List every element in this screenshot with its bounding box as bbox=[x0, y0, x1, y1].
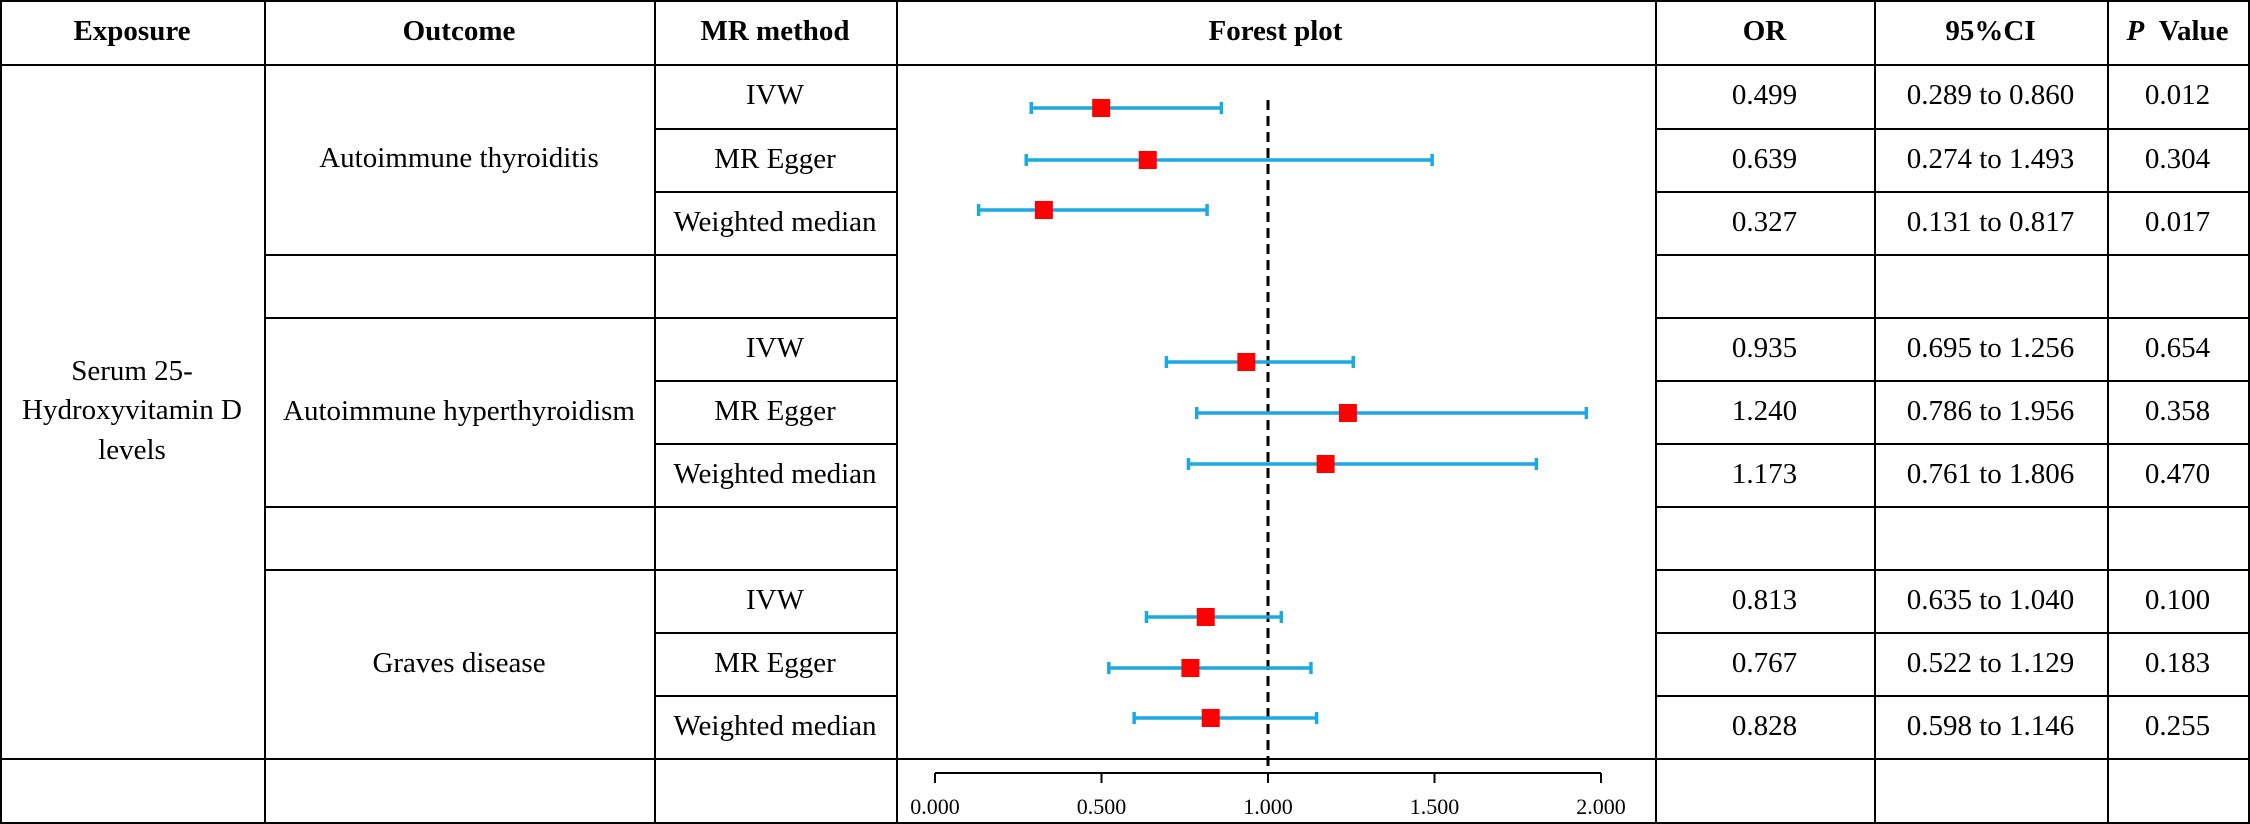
grid-line bbox=[264, 254, 896, 256]
header-p-letter: P bbox=[2126, 15, 2145, 48]
grid-line bbox=[0, 64, 2250, 66]
grid-line bbox=[654, 128, 896, 130]
or-point bbox=[1338, 404, 1357, 422]
p-cell: 0.183 bbox=[2144, 646, 2211, 679]
or-cell: 0.813 bbox=[1731, 583, 1798, 616]
ci-cell: 0.786 to 1.956 bbox=[1906, 394, 2075, 427]
or-cell: 0.767 bbox=[1731, 646, 1798, 679]
grid-line bbox=[1655, 506, 2250, 508]
method-cell: IVW bbox=[746, 79, 804, 112]
method-cell: Weighted median bbox=[673, 205, 877, 238]
ci-cell: 0.635 to 1.040 bbox=[1906, 583, 2075, 616]
or-point bbox=[1138, 151, 1157, 169]
grid-line bbox=[1655, 443, 2250, 445]
header-p-word: Value bbox=[2158, 15, 2229, 48]
header-or: OR bbox=[1742, 15, 1787, 48]
grid-line bbox=[0, 0, 2, 823]
method-cell: MR Egger bbox=[714, 394, 836, 427]
grid-line bbox=[264, 317, 896, 319]
grid-line bbox=[0, 822, 2250, 824]
ci-cell: 0.695 to 1.256 bbox=[1906, 331, 2075, 364]
ci-cell: 0.598 to 1.146 bbox=[1906, 709, 2075, 742]
p-cell: 0.654 bbox=[2144, 331, 2211, 364]
grid-line bbox=[1655, 191, 2250, 193]
or-cell: 0.935 bbox=[1731, 331, 1798, 364]
grid-line bbox=[264, 506, 896, 508]
grid-line bbox=[1655, 0, 1657, 823]
or-cell: 1.173 bbox=[1731, 457, 1798, 490]
grid-line bbox=[264, 0, 266, 823]
x-tick-label: 0.500 bbox=[1077, 794, 1127, 819]
ci-cell: 0.289 to 0.860 bbox=[1906, 79, 2075, 112]
p-cell: 0.017 bbox=[2144, 205, 2211, 238]
outcome-autoimmune-hyperthyroidism: Autoimmune hyperthyroidism bbox=[283, 394, 635, 427]
ci-cell: 0.761 to 1.806 bbox=[1906, 457, 2075, 490]
ci-cell: 0.131 to 0.817 bbox=[1906, 205, 2075, 238]
grid-line bbox=[1655, 632, 2250, 634]
exposure-label: Serum 25-Hydroxyvitamin D levels bbox=[22, 355, 242, 466]
or-cell: 0.327 bbox=[1731, 205, 1798, 238]
header-exposure: Exposure bbox=[73, 15, 191, 48]
or-cell: 0.828 bbox=[1731, 709, 1798, 742]
p-cell: 0.255 bbox=[2144, 709, 2211, 742]
or-cell: 0.499 bbox=[1731, 79, 1798, 112]
grid-line bbox=[654, 695, 896, 697]
or-cell: 0.639 bbox=[1731, 142, 1798, 175]
method-cell: Weighted median bbox=[673, 709, 877, 742]
or-point bbox=[1316, 455, 1335, 473]
grid-line bbox=[654, 380, 896, 382]
p-cell: 0.304 bbox=[2144, 142, 2211, 175]
grid-line bbox=[264, 569, 896, 571]
or-point bbox=[1201, 709, 1220, 727]
method-cell: IVW bbox=[746, 331, 804, 364]
method-cell: Weighted median bbox=[673, 457, 877, 490]
method-cell: MR Egger bbox=[714, 142, 836, 175]
p-cell: 0.470 bbox=[2144, 457, 2211, 490]
or-point bbox=[1237, 353, 1256, 371]
or-point bbox=[1092, 99, 1111, 117]
or-point bbox=[1034, 201, 1053, 219]
grid-line bbox=[0, 758, 2250, 760]
grid-line bbox=[2248, 0, 2250, 823]
grid-line bbox=[1655, 128, 2250, 130]
grid-line bbox=[896, 0, 898, 823]
grid-line bbox=[654, 632, 896, 634]
ci-cell: 0.522 to 1.129 bbox=[1906, 646, 2075, 679]
grid-line bbox=[2107, 0, 2109, 823]
grid-line bbox=[654, 443, 896, 445]
outcome-graves-disease: Graves disease bbox=[372, 646, 546, 679]
p-cell: 0.100 bbox=[2144, 583, 2211, 616]
method-cell: IVW bbox=[746, 583, 804, 616]
grid-line bbox=[1874, 0, 1876, 823]
grid-line bbox=[1655, 254, 2250, 256]
grid-line bbox=[654, 0, 656, 823]
grid-line bbox=[1655, 695, 2250, 697]
x-tick-label: 0.000 bbox=[910, 794, 960, 819]
header-outcome: Outcome bbox=[402, 15, 516, 48]
x-tick-label: 1.000 bbox=[1243, 794, 1293, 819]
grid-line bbox=[1655, 569, 2250, 571]
or-cell: 1.240 bbox=[1731, 394, 1798, 427]
p-cell: 0.012 bbox=[2144, 79, 2211, 112]
ci-cell: 0.274 to 1.493 bbox=[1906, 142, 2075, 175]
or-point bbox=[1181, 659, 1200, 677]
header-forest-plot: Forest plot bbox=[1208, 15, 1343, 48]
p-cell: 0.358 bbox=[2144, 394, 2211, 427]
header-p-value: P Value bbox=[2107, 0, 2248, 64]
x-tick-label: 2.000 bbox=[1576, 794, 1626, 819]
header-95ci: 95%CI bbox=[1945, 15, 2036, 48]
grid-line bbox=[1655, 317, 2250, 319]
grid-line bbox=[0, 0, 2250, 2]
method-cell: MR Egger bbox=[714, 646, 836, 679]
x-tick-label: 1.500 bbox=[1410, 794, 1460, 819]
or-point bbox=[1196, 608, 1215, 626]
grid-line bbox=[654, 191, 896, 193]
header-mr-method: MR method bbox=[700, 15, 850, 48]
grid-line bbox=[1655, 380, 2250, 382]
outcome-autoimmune-thyroiditis: Autoimmune thyroiditis bbox=[319, 142, 599, 175]
